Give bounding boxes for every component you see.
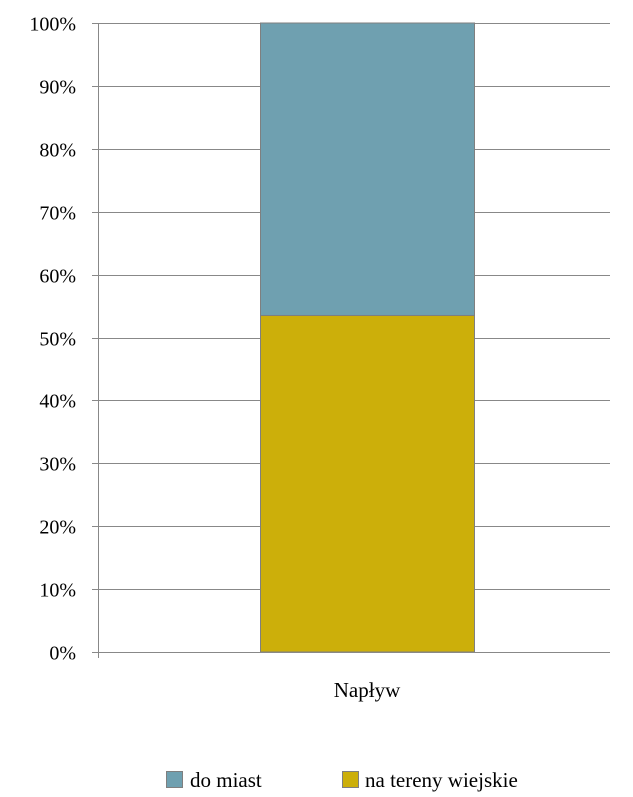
legend-swatch (342, 771, 359, 788)
x-category-label: Napływ (334, 678, 401, 702)
legend: do miast na tereny wiejskie (166, 768, 518, 792)
y-tick-label: 100% (29, 14, 76, 36)
bar-segment-do-miast (260, 22, 475, 316)
y-tick-label: 60% (39, 266, 76, 288)
y-axis-tick-labels: 0% 10% 20% 30% 40% 50% 60% 70% 80% 90% 100% (29, 14, 76, 665)
y-tick-label: 80% (39, 140, 76, 162)
bars (260, 22, 475, 653)
y-tick-label: 30% (39, 454, 76, 476)
x-axis-category-labels: Napływ (334, 678, 401, 702)
legend-label: do miast (190, 768, 262, 792)
y-tick-label: 0% (49, 643, 76, 665)
y-tick-label: 90% (39, 77, 76, 99)
bar-segment-na-tereny-wiejskie (260, 314, 475, 653)
y-tick-label: 40% (39, 391, 76, 413)
legend-swatch (166, 771, 183, 788)
axes (92, 23, 610, 658)
legend-label: na tereny wiejskie (365, 768, 518, 792)
y-tick-label: 20% (39, 517, 76, 539)
y-tick-label: 50% (39, 329, 76, 351)
y-tick-label: 10% (39, 580, 76, 602)
y-tick-label: 70% (39, 203, 76, 225)
